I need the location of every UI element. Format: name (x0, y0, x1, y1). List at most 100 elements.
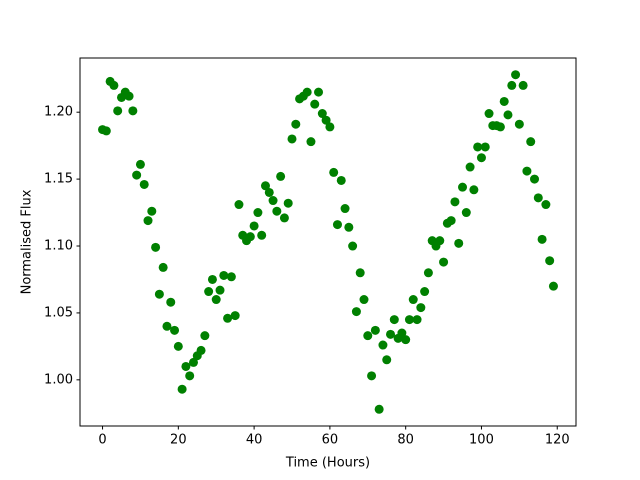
axes-frame (79, 57, 577, 427)
point (329, 167, 339, 177)
point (310, 99, 320, 109)
point (359, 295, 369, 305)
point (226, 272, 236, 282)
x-tick-label: 60 (322, 433, 339, 448)
point (397, 328, 407, 338)
point (257, 230, 267, 240)
point (249, 221, 259, 231)
point (548, 281, 558, 291)
point (495, 122, 505, 132)
point (162, 321, 172, 331)
point (268, 196, 278, 206)
point (279, 213, 289, 223)
point (378, 340, 388, 350)
point (389, 315, 399, 325)
point (173, 341, 183, 351)
point (276, 171, 286, 181)
point (530, 174, 540, 184)
point (245, 232, 255, 242)
x-tick-label: 120 (545, 433, 570, 448)
point (416, 303, 426, 313)
point (537, 234, 547, 244)
point (511, 70, 521, 80)
point (476, 153, 486, 163)
point (151, 242, 161, 252)
point (306, 137, 316, 147)
point (480, 142, 490, 152)
point (465, 162, 475, 172)
point (386, 329, 396, 339)
point (454, 238, 464, 248)
point (207, 274, 217, 284)
point (158, 262, 168, 272)
point (370, 325, 380, 335)
y-tick-label: 1.05 (44, 305, 73, 320)
point (435, 236, 445, 246)
point (336, 175, 346, 185)
point (412, 315, 422, 325)
point (446, 216, 456, 226)
point (317, 109, 327, 119)
point (499, 96, 509, 106)
point (128, 106, 138, 116)
point (283, 198, 293, 208)
x-tick-label: 0 (98, 433, 106, 448)
point (351, 307, 361, 317)
point (374, 404, 384, 414)
point (423, 268, 433, 278)
x-tick-label: 100 (469, 433, 494, 448)
point (367, 371, 377, 381)
point (348, 241, 358, 251)
point (461, 208, 471, 218)
point (404, 315, 414, 325)
point (264, 187, 274, 197)
point (185, 371, 195, 381)
x-tick-label: 80 (397, 433, 414, 448)
point (211, 295, 221, 305)
y-axis-label: Normalised Flux (20, 189, 35, 294)
point (325, 122, 335, 132)
point (541, 200, 551, 210)
point (450, 197, 460, 207)
point (355, 268, 365, 278)
x-axis-label: Time (Hours) (285, 456, 370, 471)
point (200, 331, 210, 341)
point (124, 91, 134, 101)
point (321, 115, 331, 125)
y-tick-label: 1.15 (44, 172, 73, 187)
point (204, 287, 214, 297)
point (181, 361, 191, 371)
point (507, 80, 517, 90)
plot-area (80, 58, 576, 426)
point (469, 185, 479, 195)
point (219, 270, 229, 280)
point (518, 80, 528, 90)
point (291, 119, 301, 129)
point (253, 208, 263, 218)
point (147, 206, 157, 216)
point (109, 80, 119, 90)
point (473, 142, 483, 152)
point (363, 331, 373, 341)
x-tick-label: 40 (246, 433, 263, 448)
point (143, 216, 153, 226)
point (420, 287, 430, 297)
point (215, 285, 225, 295)
point (382, 355, 392, 365)
point (526, 137, 536, 147)
point (177, 384, 187, 394)
point (503, 110, 513, 120)
point (514, 119, 524, 129)
point (188, 357, 198, 367)
x-tick-label: 20 (170, 433, 187, 448)
point (272, 206, 282, 216)
point (170, 325, 180, 335)
point (196, 345, 206, 355)
y-tick-label: 1.20 (44, 105, 73, 120)
point (113, 106, 123, 116)
point (132, 170, 142, 180)
point (332, 220, 342, 230)
point (101, 126, 111, 136)
